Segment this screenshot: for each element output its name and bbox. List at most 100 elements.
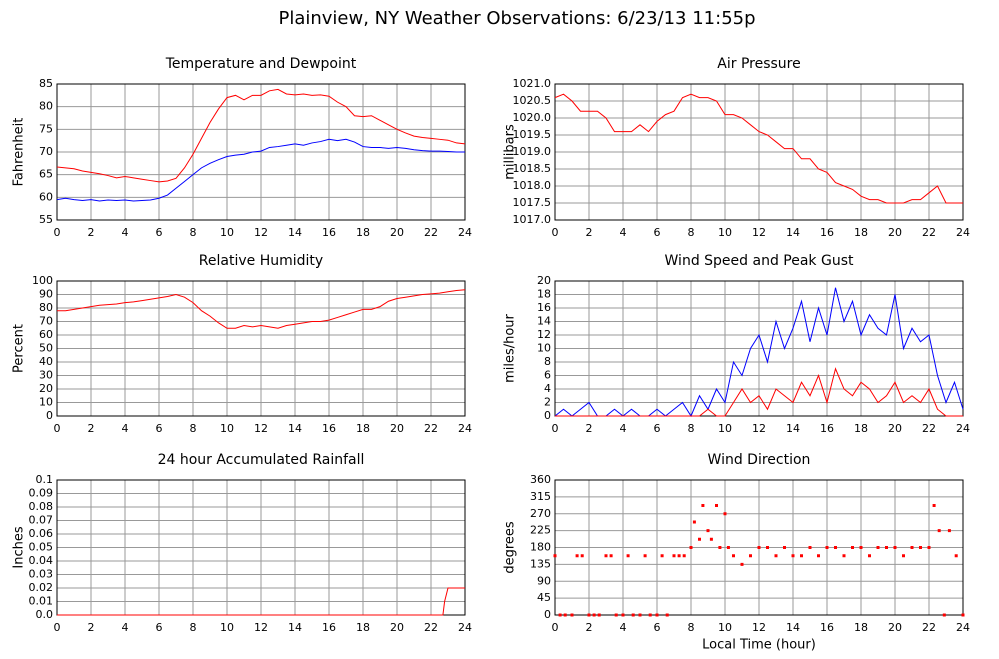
- data-point: [643, 554, 647, 558]
- x-tick-label: 24: [458, 226, 472, 239]
- data-point: [626, 554, 630, 558]
- y-tick-label: 30: [39, 369, 53, 382]
- y-tick-label: 0.09: [29, 487, 54, 500]
- y-axis-label: Inches: [12, 526, 27, 568]
- x-tick-label: 8: [688, 226, 695, 239]
- x-tick-label: 20: [888, 226, 902, 239]
- data-point: [910, 546, 914, 549]
- data-point: [553, 554, 557, 558]
- x-tick-label: 16: [820, 621, 834, 634]
- x-tick-label: 12: [254, 422, 268, 435]
- x-tick-label: 22: [424, 226, 438, 239]
- data-point: [682, 554, 686, 558]
- y-tick-label: 18: [537, 288, 551, 301]
- x-tick-label: 8: [688, 621, 695, 634]
- data-point: [791, 554, 795, 558]
- x-tick-label: 12: [752, 226, 766, 239]
- data-point: [859, 546, 863, 549]
- y-tick-label: 10: [537, 342, 551, 355]
- x-tick-label: 18: [356, 226, 370, 239]
- data-point: [893, 546, 897, 549]
- x-tick-label: 18: [854, 422, 868, 435]
- data-point: [631, 613, 635, 617]
- data-point: [587, 613, 591, 617]
- y-tick-label: 80: [39, 100, 53, 113]
- data-point: [655, 613, 659, 617]
- data-point: [698, 537, 701, 541]
- x-tick-label: 14: [786, 621, 800, 634]
- x-tick-label: 24: [956, 226, 970, 239]
- data-point: [570, 613, 574, 617]
- data-point: [825, 546, 829, 549]
- x-tick-label: 20: [390, 422, 404, 435]
- x-tick-label: 18: [356, 621, 370, 634]
- x-tick-label: 0: [552, 226, 559, 239]
- data-point: [621, 613, 625, 617]
- y-tick-label: 6: [544, 369, 551, 382]
- x-tick-label: 18: [854, 621, 868, 634]
- x-tick-label: 12: [752, 422, 766, 435]
- x-tick-label: 4: [620, 226, 627, 239]
- x-tick-label: 22: [922, 621, 936, 634]
- data-line: [57, 289, 466, 329]
- x-tick-label: 16: [322, 226, 336, 239]
- x-tick-label: 14: [288, 226, 302, 239]
- chart-title: 24 hour Accumulated Rainfall: [158, 452, 365, 468]
- data-point: [740, 562, 744, 566]
- data-point: [774, 554, 778, 558]
- x-tick-label: 2: [88, 621, 95, 634]
- data-point: [947, 529, 951, 533]
- x-tick-label: 10: [718, 422, 732, 435]
- data-line: [555, 367, 963, 417]
- x-tick-label: 16: [820, 226, 834, 239]
- y-tick-label: 60: [39, 190, 53, 203]
- x-tick-label: 14: [288, 422, 302, 435]
- y-tick-label: 1017.5: [513, 196, 552, 209]
- data-point: [709, 537, 713, 541]
- data-point: [715, 504, 718, 507]
- data-point: [692, 520, 696, 524]
- data-point: [609, 554, 613, 558]
- x-tick-label: 0: [54, 422, 61, 435]
- data-point: [902, 554, 905, 558]
- x-tick-label: 10: [220, 226, 234, 239]
- y-tick-label: 0.04: [29, 554, 54, 567]
- data-point: [575, 554, 579, 558]
- y-tick-label: 0.03: [29, 568, 54, 581]
- x-tick-label: 20: [390, 226, 404, 239]
- y-axis-label: Percent: [12, 324, 27, 373]
- x-tick-label: 0: [54, 226, 61, 239]
- data-point: [726, 546, 730, 549]
- data-point: [885, 546, 888, 549]
- x-tick-label: 14: [786, 226, 800, 239]
- y-tick-label: 80: [39, 301, 53, 314]
- y-tick-label: 85: [39, 77, 53, 90]
- x-tick-label: 12: [254, 226, 268, 239]
- y-tick-label: 16: [537, 301, 551, 314]
- x-tick-label: 22: [922, 226, 936, 239]
- data-point: [558, 613, 562, 617]
- x-axis-label: Local Time (hour): [702, 638, 816, 653]
- data-point: [868, 554, 871, 558]
- x-tick-label: 8: [190, 422, 197, 435]
- x-tick-label: 10: [718, 226, 732, 239]
- x-tick-label: 10: [220, 422, 234, 435]
- y-tick-label: 90: [537, 574, 551, 587]
- x-tick-label: 18: [854, 226, 868, 239]
- y-tick-label: 0: [46, 409, 53, 422]
- plot-frame: [56, 280, 466, 417]
- x-tick-label: 8: [190, 226, 197, 239]
- chart-title: Relative Humidity: [199, 253, 323, 269]
- chart-title: Wind Speed and Peak Gust: [665, 253, 854, 269]
- data-point: [834, 546, 837, 549]
- x-tick-label: 6: [654, 422, 661, 435]
- y-tick-label: 45: [537, 591, 551, 604]
- y-tick-label: 0: [544, 409, 551, 422]
- y-axis-label: Fahrenheit: [12, 118, 27, 187]
- y-tick-label: 2: [544, 396, 551, 409]
- data-point: [927, 546, 931, 549]
- data-point: [851, 546, 854, 549]
- y-tick-label: 100: [32, 274, 53, 287]
- data-point: [677, 554, 681, 558]
